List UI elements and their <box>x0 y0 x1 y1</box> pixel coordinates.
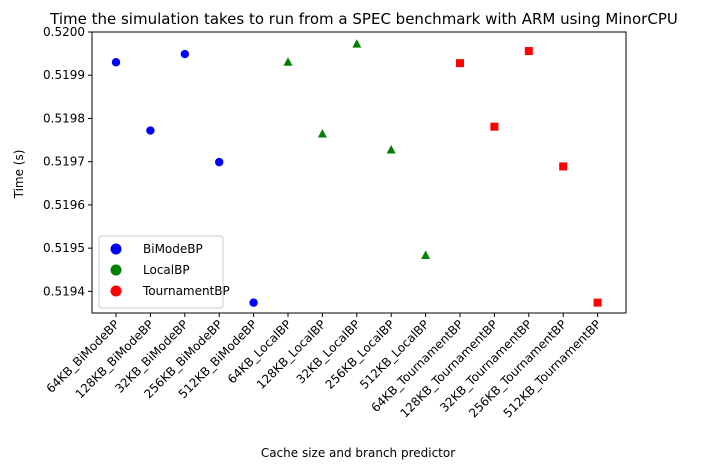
data-point-TournamentBP <box>559 162 568 171</box>
data-point-BiModeBP <box>146 126 155 135</box>
legend-marker-TournamentBP <box>110 285 122 297</box>
plot-area <box>91 31 627 314</box>
data-point-BiModeBP <box>249 298 258 307</box>
legend: BiModeBP LocalBP TournamentBP <box>98 235 230 309</box>
data-point-LocalBP <box>317 129 327 138</box>
data-point-BiModeBP <box>111 58 121 67</box>
legend-marker-BiModeBP <box>110 243 122 255</box>
data-point-TournamentBP <box>593 298 602 307</box>
data-points <box>111 39 602 307</box>
data-point-BiModeBP <box>215 157 224 167</box>
y-tick-label: 0.5197 <box>43 155 85 169</box>
x-axis: 64KB_BiModeBP128KB_BiModeBP32KB_BiModeBP… <box>44 313 604 420</box>
legend-box <box>98 235 224 309</box>
plot-frame <box>91 31 627 314</box>
y-tick-label: 0.5194 <box>43 284 85 298</box>
y-tick-label: 0.5198 <box>43 111 85 125</box>
data-point-LocalBP <box>283 57 293 66</box>
y-tick-label: 0.5199 <box>43 68 85 82</box>
data-point-LocalBP <box>386 145 396 154</box>
y-tick-label: 0.5200 <box>43 25 85 39</box>
data-point-LocalBP <box>421 250 431 260</box>
data-point-TournamentBP <box>524 47 533 56</box>
legend-marker-LocalBP <box>110 264 122 276</box>
data-point-BiModeBP <box>180 49 189 59</box>
data-point-LocalBP <box>352 39 362 48</box>
data-point-TournamentBP <box>490 122 499 131</box>
y-axis: 0.5194 0.5195 0.5196 0.5197 0.5198 0.5199 0.52… <box>43 25 92 298</box>
y-tick-label: 0.5195 <box>43 241 85 255</box>
data-point-TournamentBP <box>456 59 464 68</box>
legend-label-TournamentBP: TournamentBP <box>142 284 230 298</box>
y-tick-label: 0.5196 <box>43 198 85 212</box>
x-axis-label: Cache size and branch predictor <box>261 446 455 460</box>
chart-title: Time the simulation takes to run from a … <box>49 10 678 28</box>
legend-label-BiModeBP: BiModeBP <box>143 242 203 256</box>
y-axis-label: Time (s) <box>12 150 26 200</box>
legend-label-LocalBP: LocalBP <box>143 263 190 277</box>
